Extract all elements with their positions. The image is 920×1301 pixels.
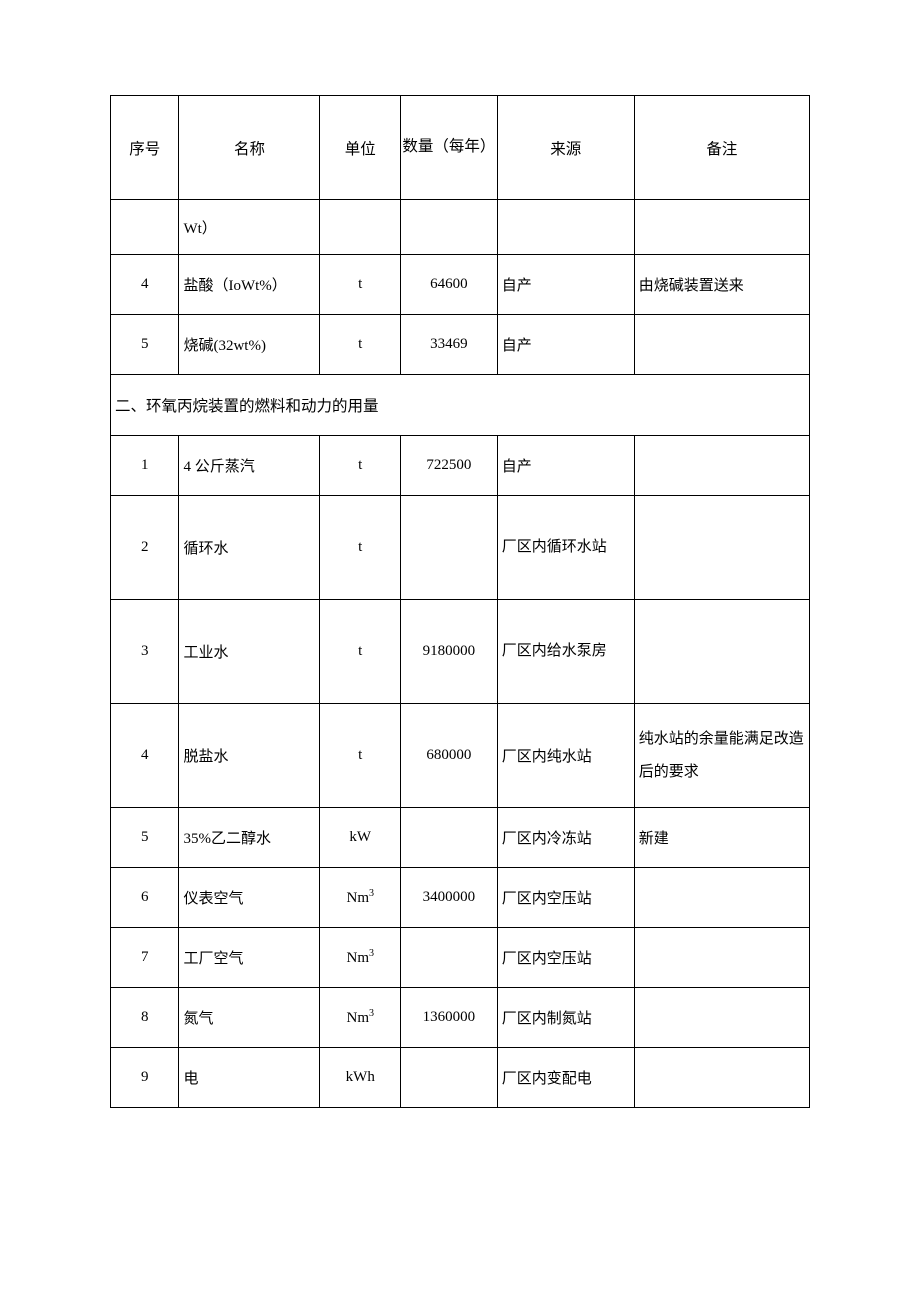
- table-row: Wt）: [111, 200, 810, 255]
- cell-qty: [401, 808, 498, 868]
- cell-unit: [320, 200, 401, 255]
- header-qty: 数量（每年）: [401, 96, 498, 200]
- header-unit: 单位: [320, 96, 401, 200]
- cell-unit: t: [320, 436, 401, 496]
- cell-unit: Nm3: [320, 988, 401, 1048]
- cell-num: 4: [111, 255, 179, 315]
- cell-note: [634, 496, 809, 600]
- cell-note: [634, 988, 809, 1048]
- cell-qty: 9180000: [401, 600, 498, 704]
- cell-qty: [401, 496, 498, 600]
- cell-note: [634, 928, 809, 988]
- cell-qty: 64600: [401, 255, 498, 315]
- cell-name: Wt）: [179, 200, 320, 255]
- cell-unit: t: [320, 255, 401, 315]
- cell-note: [634, 868, 809, 928]
- cell-unit: kWh: [320, 1048, 401, 1108]
- cell-src: 厂区内纯水站: [497, 704, 634, 808]
- cell-num: 7: [111, 928, 179, 988]
- cell-qty: 3400000: [401, 868, 498, 928]
- cell-note: [634, 600, 809, 704]
- cell-unit: t: [320, 496, 401, 600]
- cell-name: 烧碱(32wt%): [179, 315, 320, 375]
- header-name: 名称: [179, 96, 320, 200]
- cell-unit: t: [320, 315, 401, 375]
- cell-num: 6: [111, 868, 179, 928]
- cell-qty: [401, 1048, 498, 1108]
- cell-src: 厂区内变配电: [497, 1048, 634, 1108]
- cell-qty: [401, 928, 498, 988]
- header-num: 序号: [111, 96, 179, 200]
- cell-num: 1: [111, 436, 179, 496]
- cell-unit: Nm3: [320, 868, 401, 928]
- cell-src: 自产: [497, 315, 634, 375]
- table-row: 5 35%乙二醇水 kW 厂区内冷冻站 新建: [111, 808, 810, 868]
- cell-qty: 722500: [401, 436, 498, 496]
- cell-num: [111, 200, 179, 255]
- cell-name: 盐酸（IoWt%）: [179, 255, 320, 315]
- cell-src: 自产: [497, 436, 634, 496]
- materials-table: 序号 名称 单位 数量（每年） 来源 备注 Wt） 4 盐酸（IoWt%） t …: [110, 95, 810, 1108]
- table-row: 4 脱盐水 t 680000 厂区内纯水站 纯水站的余量能满足改造后的要求: [111, 704, 810, 808]
- cell-qty: 33469: [401, 315, 498, 375]
- cell-name: 氮气: [179, 988, 320, 1048]
- cell-num: 5: [111, 808, 179, 868]
- cell-note: [634, 436, 809, 496]
- cell-src: 厂区内给水泵房: [497, 600, 634, 704]
- table-row: 8 氮气 Nm3 1360000 厂区内制氮站: [111, 988, 810, 1048]
- cell-num: 2: [111, 496, 179, 600]
- cell-src: 厂区内空压站: [497, 928, 634, 988]
- cell-name: 仪表空气: [179, 868, 320, 928]
- cell-src: [497, 200, 634, 255]
- cell-num: 5: [111, 315, 179, 375]
- cell-src: 自产: [497, 255, 634, 315]
- cell-note: [634, 315, 809, 375]
- cell-unit: t: [320, 600, 401, 704]
- cell-note: 由烧碱装置送来: [634, 255, 809, 315]
- cell-name: 电: [179, 1048, 320, 1108]
- header-note: 备注: [634, 96, 809, 200]
- cell-note: 新建: [634, 808, 809, 868]
- cell-qty: 680000: [401, 704, 498, 808]
- cell-name: 工厂空气: [179, 928, 320, 988]
- cell-num: 3: [111, 600, 179, 704]
- cell-name: 循环水: [179, 496, 320, 600]
- cell-name: 4 公斤蒸汽: [179, 436, 320, 496]
- section-title: 二、环氧丙烷装置的燃料和动力的用量: [111, 375, 810, 436]
- cell-src: 厂区内冷冻站: [497, 808, 634, 868]
- cell-qty: 1360000: [401, 988, 498, 1048]
- cell-note: [634, 1048, 809, 1108]
- cell-note: [634, 200, 809, 255]
- table-row: 6 仪表空气 Nm3 3400000 厂区内空压站: [111, 868, 810, 928]
- cell-num: 9: [111, 1048, 179, 1108]
- cell-src: 厂区内空压站: [497, 868, 634, 928]
- cell-qty: [401, 200, 498, 255]
- cell-name: 35%乙二醇水: [179, 808, 320, 868]
- cell-name: 工业水: [179, 600, 320, 704]
- table-row: 3 工业水 t 9180000 厂区内给水泵房: [111, 600, 810, 704]
- section-header-row: 二、环氧丙烷装置的燃料和动力的用量: [111, 375, 810, 436]
- cell-num: 8: [111, 988, 179, 1048]
- cell-unit: kW: [320, 808, 401, 868]
- table-row: 9 电 kWh 厂区内变配电: [111, 1048, 810, 1108]
- cell-src: 厂区内制氮站: [497, 988, 634, 1048]
- table-header-row: 序号 名称 单位 数量（每年） 来源 备注: [111, 96, 810, 200]
- table-row: 5 烧碱(32wt%) t 33469 自产: [111, 315, 810, 375]
- cell-unit: t: [320, 704, 401, 808]
- header-src: 来源: [497, 96, 634, 200]
- cell-num: 4: [111, 704, 179, 808]
- cell-src: 厂区内循环水站: [497, 496, 634, 600]
- table-row: 1 4 公斤蒸汽 t 722500 自产: [111, 436, 810, 496]
- cell-name: 脱盐水: [179, 704, 320, 808]
- cell-unit: Nm3: [320, 928, 401, 988]
- table-row: 2 循环水 t 厂区内循环水站: [111, 496, 810, 600]
- table-row: 7 工厂空气 Nm3 厂区内空压站: [111, 928, 810, 988]
- cell-note: 纯水站的余量能满足改造后的要求: [634, 704, 809, 808]
- table-row: 4 盐酸（IoWt%） t 64600 自产 由烧碱装置送来: [111, 255, 810, 315]
